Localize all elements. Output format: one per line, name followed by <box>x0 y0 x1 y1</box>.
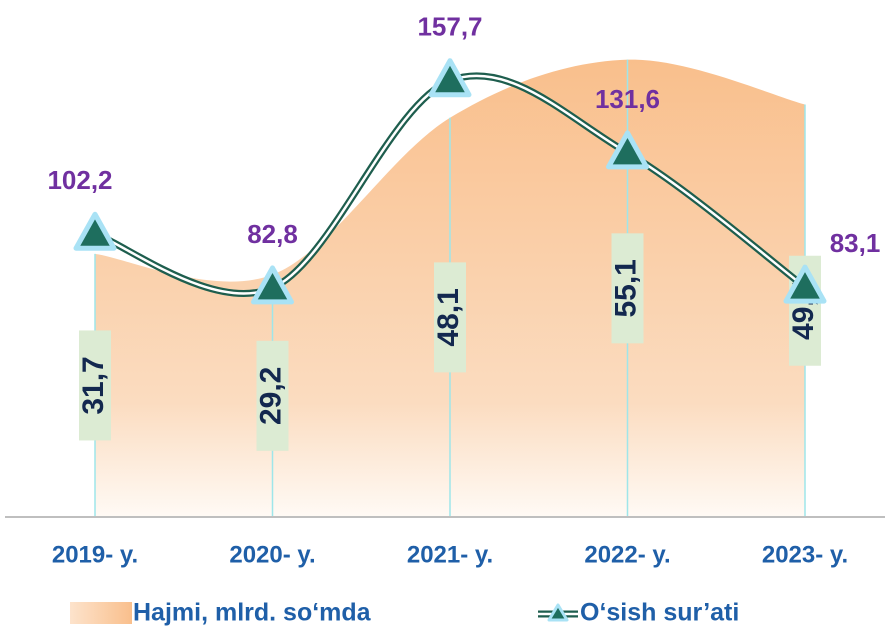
x-tick-label: 2022- y. <box>584 541 670 568</box>
marker <box>73 211 117 251</box>
value-label: 31,7 <box>77 356 110 414</box>
legend-marker <box>547 603 569 622</box>
label-box <box>434 262 466 373</box>
value-label: 157,7 <box>417 12 482 42</box>
marker <box>251 265 294 305</box>
legend-swatch <box>70 602 132 624</box>
legend-label: Hajmi, mlrd. so‘mda <box>133 599 372 627</box>
value-label: 102,2 <box>47 165 112 195</box>
legend-label: O‘sish sur’ati <box>580 599 739 627</box>
value-label: 83,1 <box>830 228 881 258</box>
x-tick-label: 2023- y. <box>762 541 848 568</box>
value-label: 48,1 <box>432 288 465 346</box>
marker <box>606 130 649 170</box>
marker <box>428 58 472 98</box>
value-label: 55,1 <box>609 259 642 317</box>
marker <box>783 264 827 304</box>
x-tick-label: 2019- y. <box>52 541 138 568</box>
value-label: 29,2 <box>254 367 287 425</box>
label-box <box>256 340 289 451</box>
label-box <box>79 330 111 441</box>
value-label: 82,8 <box>247 219 298 249</box>
value-label: 131,6 <box>595 84 660 114</box>
label-box <box>611 233 644 344</box>
x-tick-label: 2021- y. <box>407 541 493 568</box>
x-tick-label: 2020- y. <box>229 541 315 568</box>
